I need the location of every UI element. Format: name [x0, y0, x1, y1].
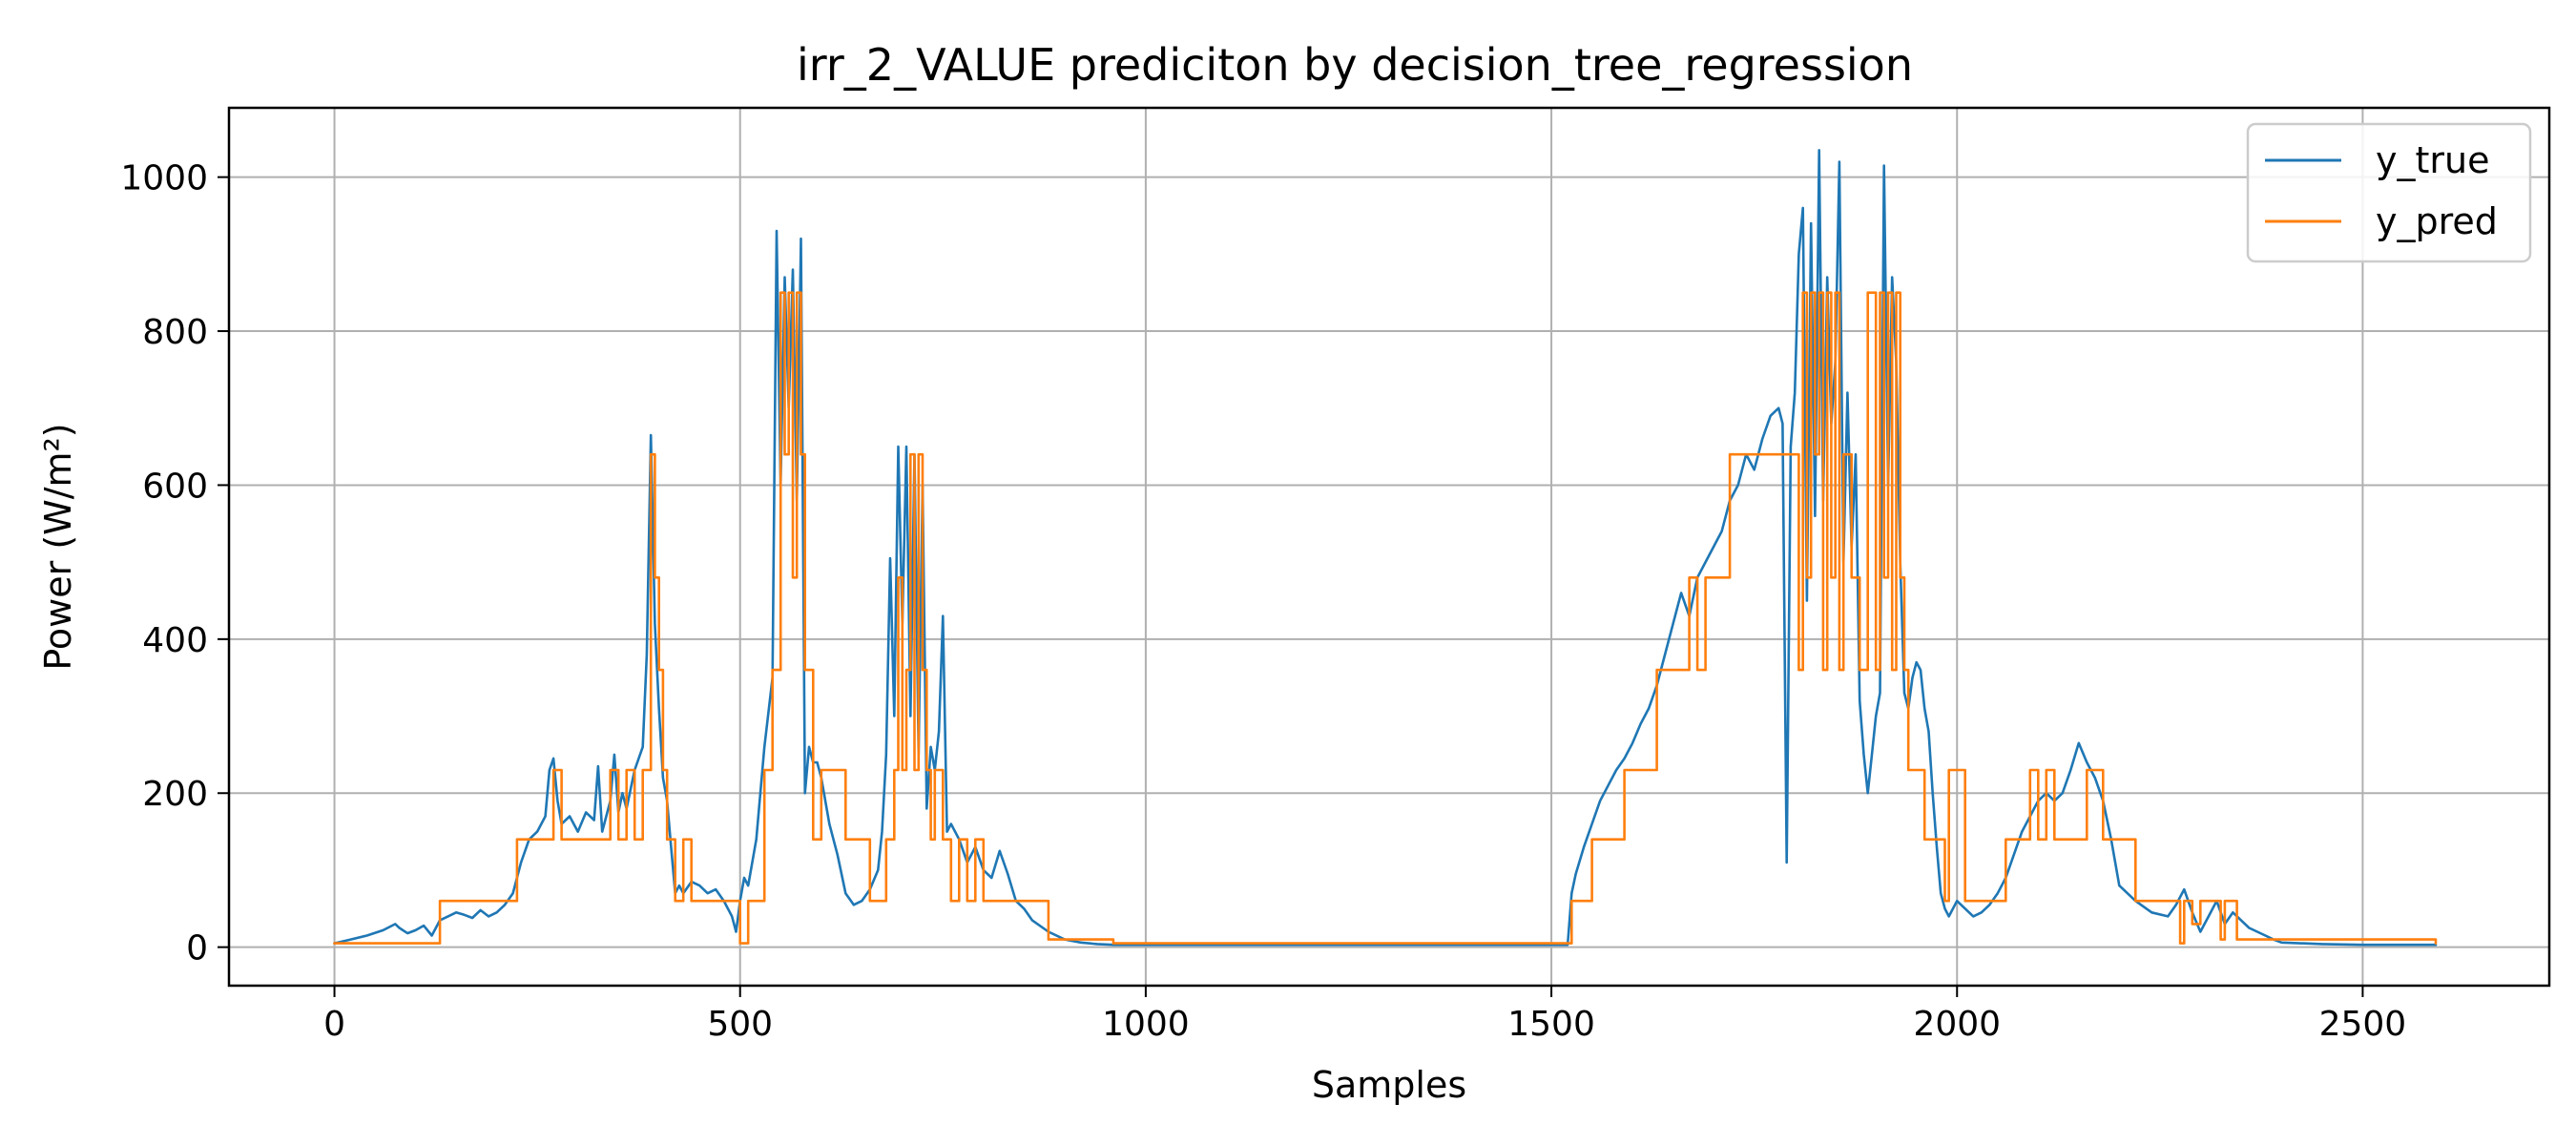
y-tick-label: 800 [142, 313, 208, 352]
legend-label-y-pred: y_pred [2376, 200, 2498, 242]
x-tick-label: 1500 [1507, 1005, 1595, 1044]
legend-box [2246, 122, 2532, 263]
y-tick-label: 600 [142, 467, 208, 506]
y-tick-label: 1000 [120, 159, 208, 198]
x-tick-label: 0 [323, 1005, 345, 1044]
x-axis-label: Samples [1312, 1064, 1466, 1106]
y-tick-label: 400 [142, 621, 208, 660]
x-ticks: 0 500 1000 1500 2000 2500 [323, 986, 2406, 1044]
y-tick-label: 200 [142, 775, 208, 814]
y-tick-label: 0 [186, 929, 208, 968]
y-ticks: 0 200 400 600 800 1000 [120, 159, 229, 968]
x-tick-label: 2500 [2319, 1005, 2407, 1044]
legend: y_true y_pred [2246, 122, 2532, 263]
series-line-y-true [333, 149, 2438, 947]
x-tick-label: 2000 [1913, 1005, 2001, 1044]
plot-frame [227, 106, 2551, 988]
x-tick-label: 500 [707, 1005, 773, 1044]
series-layer [333, 149, 2438, 947]
chart-title: irr_2_VALUE prediciton by decision_tree_… [797, 39, 1913, 91]
x-tick-label: 1000 [1102, 1005, 1190, 1044]
series-line-y-pred [333, 291, 2438, 945]
y-axis-label: Power (W/m²) [37, 423, 79, 670]
legend-label-y-true: y_true [2376, 139, 2489, 181]
